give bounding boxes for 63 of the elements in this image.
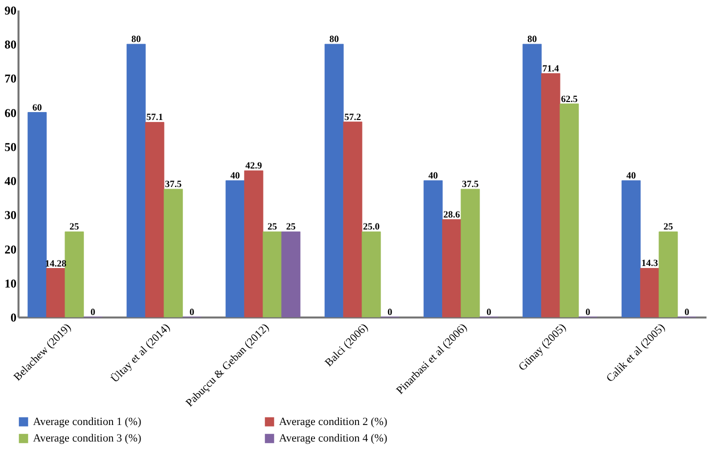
bar <box>262 231 282 318</box>
bar <box>343 122 362 318</box>
legend-label: Average condition 3 (%) <box>33 432 142 444</box>
bar <box>64 231 84 318</box>
bar <box>442 219 462 318</box>
y-tick-label: 90 <box>4 4 16 18</box>
data-label: 0 <box>189 308 194 318</box>
bar <box>560 104 579 318</box>
y-tick-label: 10 <box>4 276 16 290</box>
bar <box>226 180 245 318</box>
data-label: 28.6 <box>443 210 460 220</box>
data-label: 0 <box>684 308 690 318</box>
data-label: 71.4 <box>542 64 560 74</box>
data-label: 0 <box>486 308 492 318</box>
data-label: 25 <box>664 222 674 233</box>
bar <box>424 180 443 318</box>
data-label: 40 <box>428 172 438 182</box>
y-tick-label: 20 <box>4 242 16 256</box>
bar <box>541 73 560 318</box>
bar <box>244 170 264 318</box>
data-label: 25 <box>286 222 296 233</box>
data-label: 0 <box>387 308 392 318</box>
data-label: 80 <box>329 35 340 46</box>
data-label: 25.0 <box>362 222 380 233</box>
bar <box>145 122 164 318</box>
bar <box>640 268 660 318</box>
bar <box>460 188 480 318</box>
legend-label: Average condition 1 (%) <box>33 416 142 428</box>
data-label: 40 <box>626 172 636 182</box>
data-label: 42.9 <box>245 162 262 172</box>
data-label: 0 <box>90 308 96 318</box>
y-tick-label: 70 <box>4 72 16 86</box>
data-label: 0 <box>585 308 590 318</box>
data-label: 25 <box>70 222 80 233</box>
bar <box>522 44 542 318</box>
data-label: 62.5 <box>560 94 578 105</box>
bar <box>281 231 300 318</box>
data-label: 57.2 <box>344 112 362 123</box>
data-label: 37.5 <box>462 180 479 190</box>
y-tick-label: 40 <box>4 174 16 188</box>
bar <box>126 44 146 318</box>
data-label: 80 <box>527 35 538 46</box>
y-tick-label: 0 <box>10 310 16 324</box>
y-tick-label: 30 <box>4 208 16 222</box>
data-label: 60 <box>32 103 42 114</box>
legend-label: Average condition 4 (%) <box>279 432 388 444</box>
bar <box>28 112 47 318</box>
y-tick-label: 80 <box>4 38 16 52</box>
y-tick-label: 50 <box>4 140 16 154</box>
legend-label: Average condition 2 (%) <box>279 416 388 428</box>
bar <box>46 268 66 318</box>
bar <box>324 44 344 318</box>
data-label: 25 <box>268 222 278 233</box>
data-label: 57.1 <box>146 113 164 124</box>
data-label: 37.5 <box>164 180 182 190</box>
y-tick-label: 60 <box>4 106 16 120</box>
data-label: 80 <box>131 35 142 46</box>
bar <box>622 180 641 318</box>
bar <box>658 231 678 318</box>
bar <box>362 231 381 318</box>
data-label: 40 <box>230 172 240 182</box>
data-label: 14.3 <box>641 259 658 270</box>
bar <box>164 188 183 318</box>
